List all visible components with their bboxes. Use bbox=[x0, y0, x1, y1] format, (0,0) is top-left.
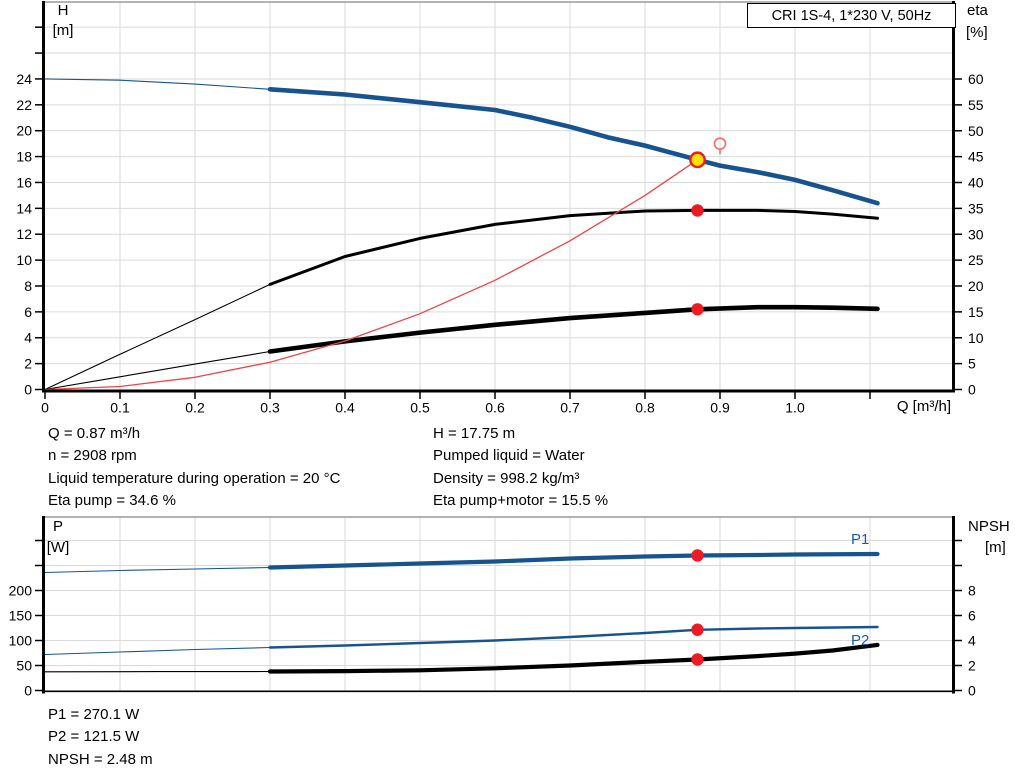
tick-label: 0.6 bbox=[485, 400, 505, 416]
readout-head: H = 17.75 m bbox=[433, 425, 516, 442]
tick-label: 8 bbox=[24, 278, 32, 294]
readout-temperature: Liquid temperature during operation = 20… bbox=[48, 470, 341, 487]
eta-pump-curve bbox=[44, 283, 271, 391]
tick-label: 50 bbox=[16, 658, 32, 674]
tick-label: 35 bbox=[968, 200, 984, 216]
tick-label: 22 bbox=[16, 97, 32, 113]
tick-label: 4 bbox=[24, 330, 32, 346]
tick-label: 0 bbox=[968, 382, 976, 398]
h-axis-title: H bbox=[57, 2, 69, 19]
pump-type-box: CRI 1S-4, 1*230 V, 50Hz bbox=[747, 3, 956, 28]
readout-speed: n = 2908 rpm bbox=[48, 447, 137, 464]
tick-label: 20 bbox=[968, 278, 984, 294]
tick-label: 2 bbox=[968, 658, 976, 674]
tick-label: 100 bbox=[9, 633, 33, 649]
tick-label: 45 bbox=[968, 149, 984, 165]
H-curve bbox=[267, 87, 880, 206]
power-npsh-chart[interactable]: 0 50 100 150 200 0 2 4 6 8 bbox=[9, 516, 976, 699]
tick-label: 200 bbox=[9, 583, 33, 599]
axis-lines bbox=[42, 1, 955, 393]
tick-label: 0.8 bbox=[635, 400, 655, 416]
tick-label: 5 bbox=[968, 356, 976, 372]
eta-pump-motor-curve bbox=[267, 304, 880, 354]
tick-label: 1.0 bbox=[785, 400, 805, 416]
p2-curve-label: P2 bbox=[851, 632, 870, 649]
tick-label: 6 bbox=[24, 304, 32, 320]
tick-label: 150 bbox=[9, 608, 33, 624]
eta-pump-motor-curve bbox=[44, 350, 271, 391]
tick-label: 4 bbox=[968, 633, 976, 649]
axis-ticks: 0246810121416182022240510152025303540455… bbox=[16, 26, 984, 416]
eta-pump-curve bbox=[268, 208, 879, 286]
P2-curve bbox=[268, 625, 879, 649]
H-curve bbox=[44, 78, 271, 90]
tick-label: 16 bbox=[16, 174, 32, 190]
tick-label: 0.1 bbox=[110, 400, 130, 416]
p1-operating-point bbox=[691, 549, 704, 562]
readout-p1: P1 = 270.1 W bbox=[48, 706, 140, 723]
P1-curve bbox=[267, 551, 880, 570]
tick-label: 20 bbox=[16, 123, 32, 139]
readout-liquid: Pumped liquid = Water bbox=[433, 447, 585, 464]
tick-label: 0.4 bbox=[335, 400, 355, 416]
eta-axis-unit: [%] bbox=[966, 24, 988, 41]
tick-label: 25 bbox=[968, 252, 984, 268]
NPSH-curve bbox=[267, 642, 880, 674]
tick-label: 12 bbox=[16, 226, 32, 242]
tick-label: 0 bbox=[24, 382, 32, 398]
tick-label: 40 bbox=[968, 175, 984, 191]
readout-density: Density = 998.2 kg/m³ bbox=[433, 470, 580, 487]
tick-label: 15 bbox=[968, 304, 984, 320]
eta-pump-operating-point bbox=[691, 204, 704, 217]
P2-curve bbox=[44, 646, 271, 656]
tick-label: 24 bbox=[16, 71, 32, 87]
p-axis-title: P bbox=[52, 518, 63, 535]
p2-operating-point bbox=[691, 623, 704, 636]
npsh-axis-unit: [m] bbox=[985, 539, 1006, 556]
tick-label: 50 bbox=[968, 123, 984, 139]
p-axis-unit: [W] bbox=[46, 539, 70, 556]
tick-label: 0.2 bbox=[185, 400, 205, 416]
axis-ticks: 0 50 100 150 200 0 2 4 6 8 bbox=[9, 539, 976, 699]
tick-label: 0 bbox=[24, 683, 32, 699]
tick-label: 2 bbox=[24, 356, 32, 372]
eta-axis-title: eta bbox=[967, 2, 988, 19]
axis-lines bbox=[42, 516, 955, 694]
tick-label: 0 bbox=[968, 683, 976, 699]
readout-eta-total: Eta pump+motor = 15.5 % bbox=[433, 492, 609, 509]
P1-curve bbox=[44, 566, 271, 574]
q-axis-title: Q [m³/h] bbox=[896, 398, 951, 415]
tick-label: 60 bbox=[968, 71, 984, 87]
gridlines bbox=[45, 2, 952, 390]
h-axis-unit: [m] bbox=[52, 22, 74, 39]
readout-eta-pump: Eta pump = 34.6 % bbox=[48, 492, 176, 509]
tick-label: 0.7 bbox=[560, 400, 580, 416]
tick-label: 0 bbox=[41, 400, 49, 416]
npsh-axis-title: NPSH bbox=[968, 518, 1010, 535]
duty-point[interactable] bbox=[689, 151, 706, 169]
system-curve-curve bbox=[44, 159, 699, 391]
tick-label: 14 bbox=[16, 200, 32, 216]
tick-label: 10 bbox=[968, 330, 984, 346]
pump-type-label: CRI 1S-4, 1*230 V, 50Hz bbox=[771, 7, 932, 24]
readout-q: Q = 0.87 m³/h bbox=[48, 425, 141, 442]
head-efficiency-chart[interactable]: 0246810121416182022240510152025303540455… bbox=[16, 1, 984, 416]
tick-label: 10 bbox=[16, 252, 32, 268]
tick-label: 18 bbox=[16, 149, 32, 165]
tick-label: 0.3 bbox=[260, 400, 280, 416]
readout-p2: P2 = 121.5 W bbox=[48, 728, 140, 745]
tick-label: 55 bbox=[968, 97, 984, 113]
p1-curve-label: P1 bbox=[851, 531, 870, 548]
tick-label: 30 bbox=[968, 226, 984, 242]
tick-label: 0.5 bbox=[410, 400, 430, 416]
eta-pump-motor-operating-point bbox=[691, 303, 704, 316]
readout-npsh: NPSH = 2.48 m bbox=[48, 751, 153, 768]
tick-label: 6 bbox=[968, 608, 976, 624]
gridlines bbox=[45, 517, 952, 691]
tick-label: 0.9 bbox=[710, 400, 730, 416]
tick-label: 8 bbox=[968, 583, 976, 599]
npsh-operating-point bbox=[691, 653, 704, 666]
